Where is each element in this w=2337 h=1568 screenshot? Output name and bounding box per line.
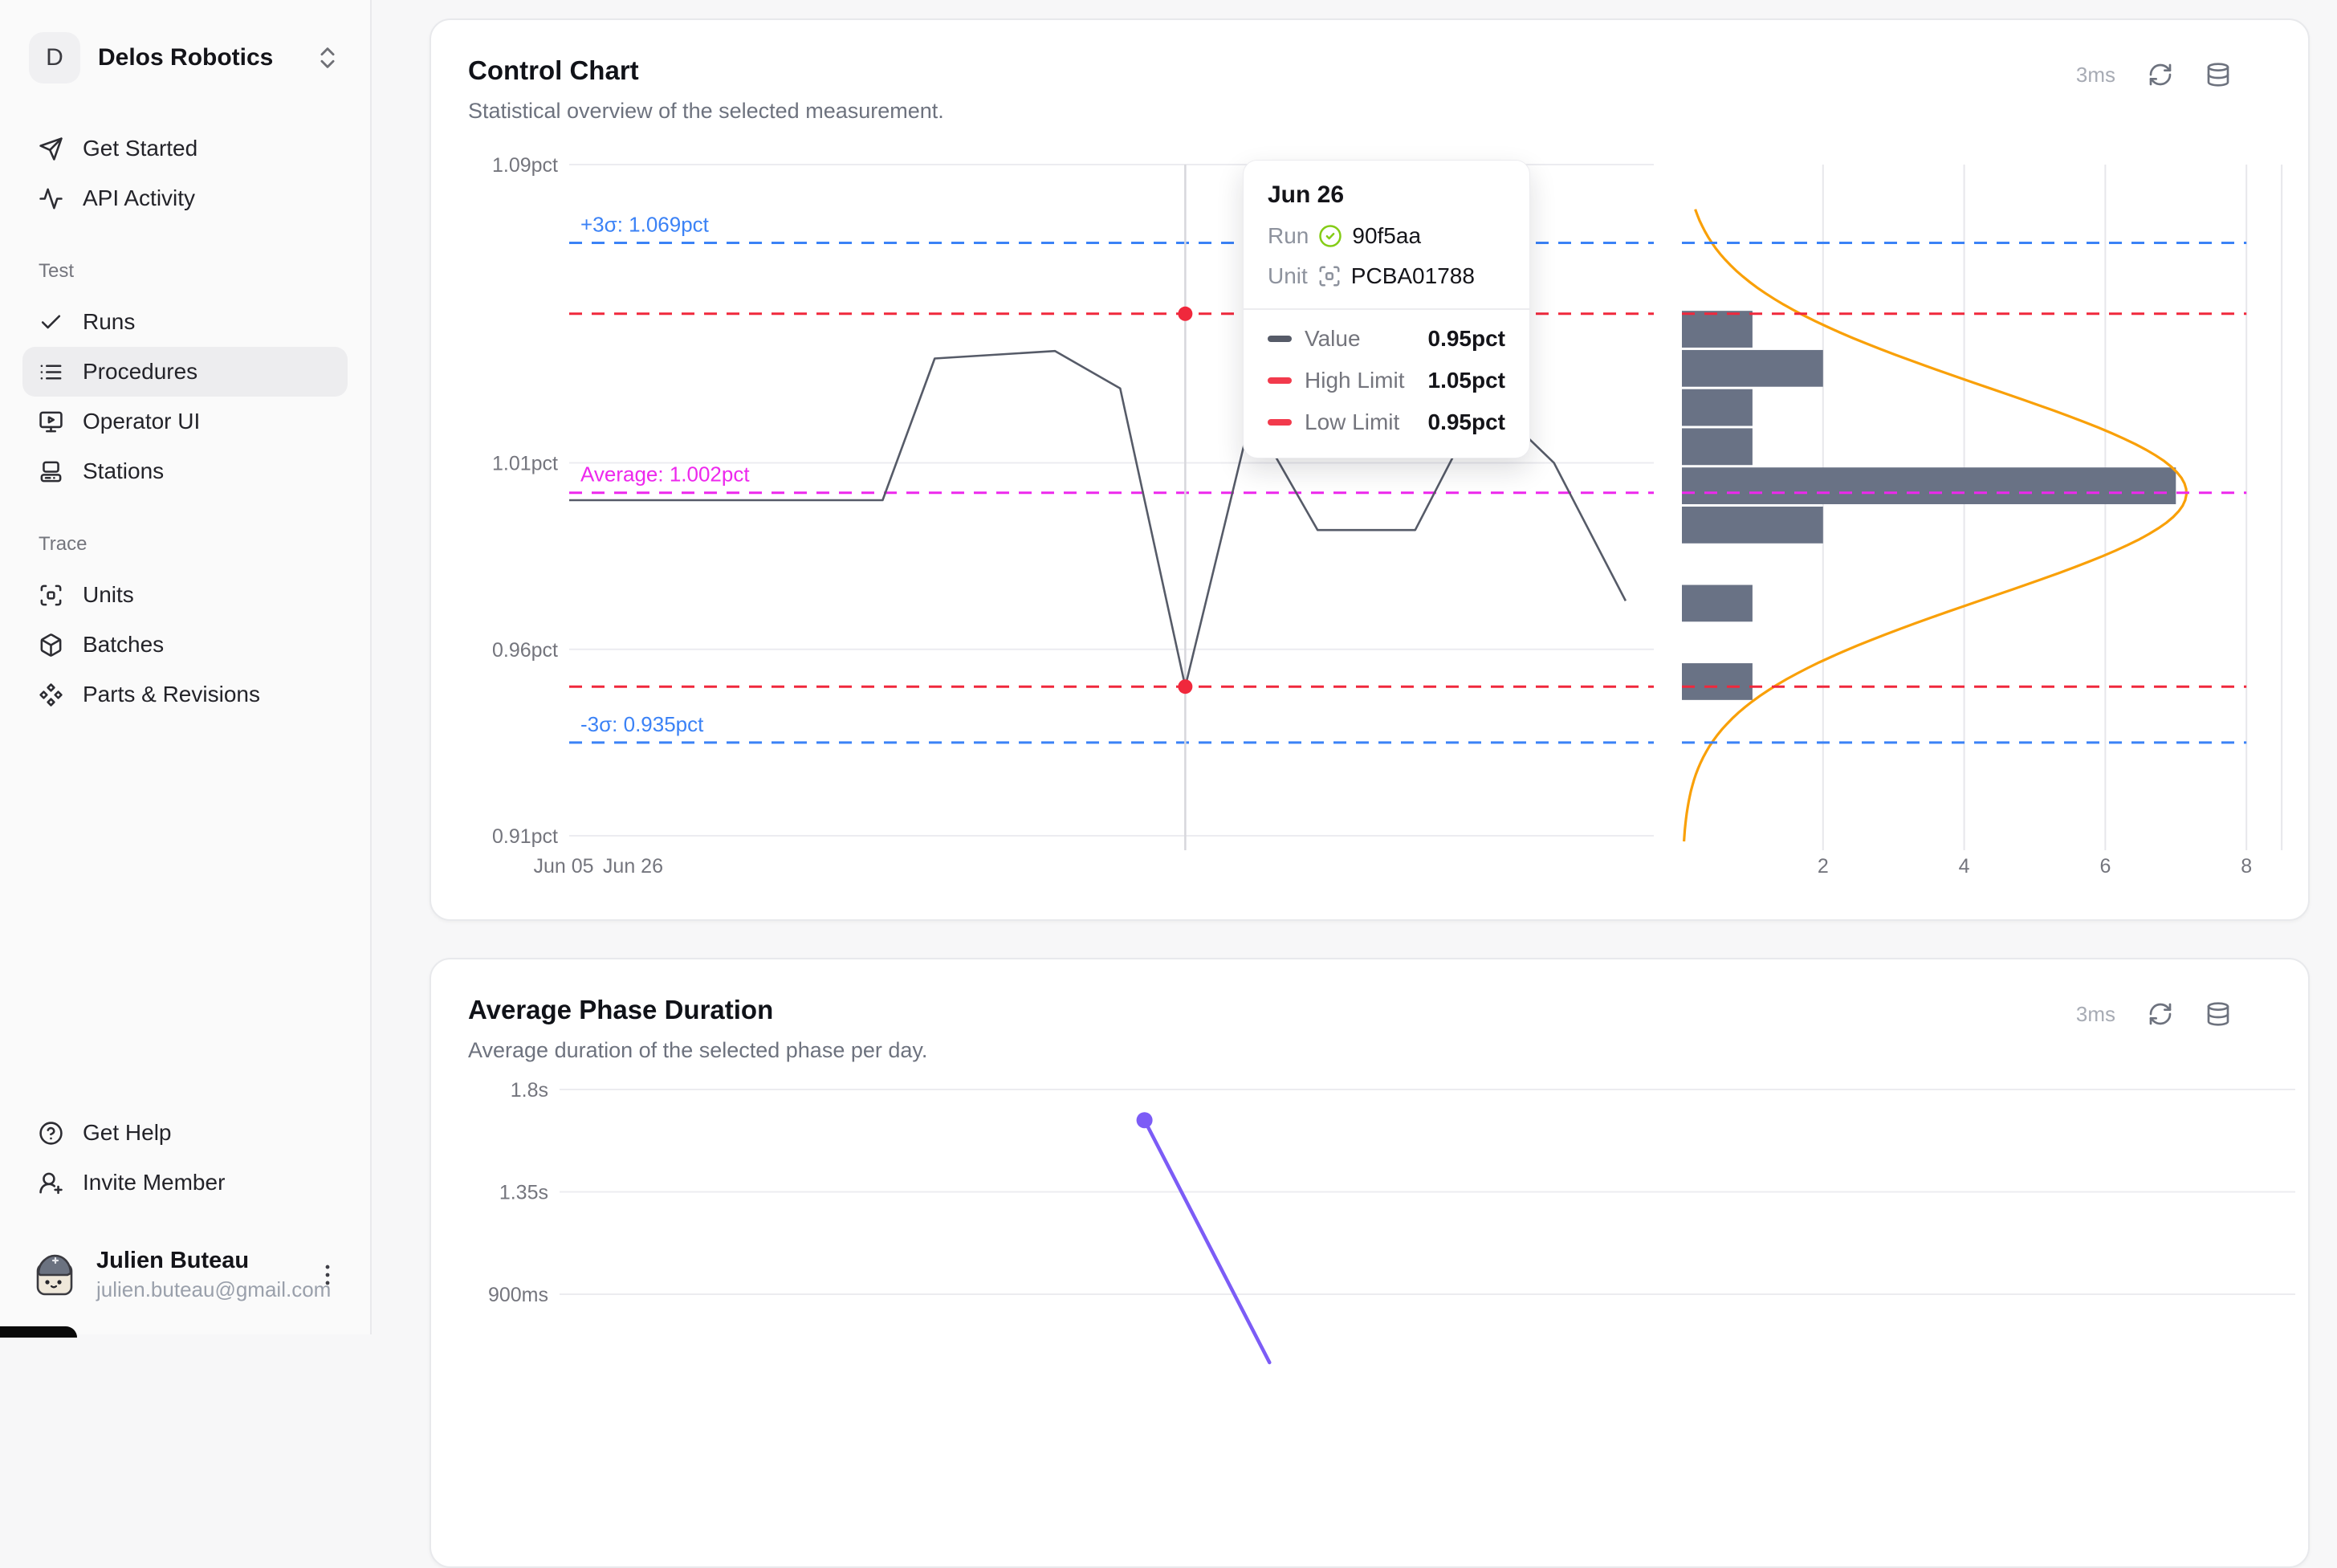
bottom-toast-corner [0,1326,77,1338]
workspace-name: Delos Robotics [98,44,296,71]
package-icon [39,633,63,658]
user-name: Julien Buteau [96,1248,298,1274]
histogram-bar [1682,428,1753,465]
scan-icon [39,583,63,608]
y-axis-tick-label: 1.09pct [492,154,558,177]
y-axis-tick-label: 0.96pct [492,639,558,662]
limit-line-label: +3σ: 1.069pct [580,213,710,237]
monitor-play-icon [39,409,63,434]
sidebar-item-label: Procedures [83,359,197,385]
sidebar-item-label: Invite Member [83,1170,225,1195]
sidebar-item-get-help[interactable]: Get Help [22,1108,348,1158]
tooltip-run-label: Run [1268,223,1309,249]
scan-icon [1317,264,1342,288]
tooltip-row-value: Value 0.95pct [1268,326,1505,352]
sidebar-nav: Get Started API Activity Test Runs Proced… [22,87,348,719]
sidebar-item-stations[interactable]: Stations [22,446,348,496]
user-email: julien.buteau@gmail.com [96,1277,298,1302]
sidebar-item-label: Get Started [83,136,197,161]
phase-duration-chart[interactable]: 1.8s 1.35s 900ms [431,959,2311,1566]
tooltip-date: Jun 26 [1268,181,1505,209]
chart-tooltip: Jun 26 Run 90f5aa Unit PCBA01788 Value 0… [1243,160,1530,458]
sidebar-item-label: Get Help [83,1120,172,1146]
tooltip-run-id: 90f5aa [1352,223,1421,249]
nav-section-label-test: Test [22,260,348,283]
control-chart-card: Control Chart Statistical overview of th… [430,18,2310,921]
sidebar-item-label: Parts & Revisions [83,682,260,707]
cursor-marker-dot [1178,307,1192,321]
tooltip-unit-id: PCBA01788 [1351,263,1475,289]
sidebar-item-runs[interactable]: Runs [22,297,348,347]
check-icon [39,310,63,335]
cursor-marker-dot [1178,679,1192,694]
histogram-bar [1682,507,1823,544]
sidebar-item-label: Units [83,582,134,608]
list-icon [39,360,63,385]
sidebar-item-get-started[interactable]: Get Started [22,124,348,173]
avatar [29,1249,80,1301]
sidebar-item-procedures[interactable]: Procedures [22,347,348,397]
tooltip-row-low-limit: Low Limit 0.95pct [1268,409,1505,435]
sidebar: D Delos Robotics Get Started API Activit… [0,0,372,1334]
histogram-bar [1682,467,2176,504]
sidebar-item-label: Stations [83,458,164,484]
histogram-bar [1682,350,1823,387]
workspace-avatar: D [29,32,80,83]
kebab-menu-icon[interactable] [314,1261,341,1289]
sidebar-item-api-activity[interactable]: API Activity [22,173,348,223]
histogram-bar [1682,389,1753,426]
y-axis-tick-label: 1.8s [511,1079,548,1102]
main-content: Control Chart Statistical overview of th… [373,0,2337,1334]
sidebar-item-label: Batches [83,632,164,658]
y-axis-tick-label: 0.91pct [492,825,558,848]
chevrons-up-down-icon[interactable] [314,44,341,71]
hist-x-tick-label: 8 [2241,855,2252,878]
sidebar-item-parts-revisions[interactable]: Parts & Revisions [22,670,348,719]
workspace-switcher[interactable]: D Delos Robotics [22,29,348,87]
hist-x-tick-label: 6 [2099,855,2111,878]
histogram-bar [1682,311,1753,348]
x-axis-tick-label: Jun 26 [603,855,663,878]
help-icon [39,1121,63,1146]
send-icon [39,136,63,161]
sidebar-footer: Get Help Invite Member Julien Buteau jul… [22,1108,348,1302]
limit-line-label: Average: 1.002pct [580,462,750,487]
control-chart[interactable]: 1.09pct 1.01pct 0.96pct 0.91pct 2 4 6 8 Jun 05 Ju… [431,20,2311,922]
histogram-bar [1682,585,1753,622]
tooltip-row-high-limit: High Limit 1.05pct [1268,368,1505,393]
nav-section-label-trace: Trace [22,533,348,556]
y-axis-tick-label: 900ms [488,1284,548,1306]
activity-icon [39,186,63,211]
phase-marker-dot [1137,1112,1153,1128]
user-menu[interactable]: Julien Buteau julien.buteau@gmail.com [22,1248,348,1302]
hist-x-tick-label: 2 [1818,855,1829,878]
user-plus-icon [39,1171,63,1195]
phase-series-line [1145,1120,1270,1362]
sidebar-item-label: API Activity [83,185,195,211]
check-circle-icon [1318,224,1342,248]
phase-duration-card: Average Phase Duration Average duration … [430,958,2310,1568]
y-axis-tick-label: 1.01pct [492,453,558,475]
sidebar-item-batches[interactable]: Batches [22,620,348,670]
station-icon [39,459,63,484]
hist-x-tick-label: 4 [1959,855,1970,878]
component-icon [39,682,63,707]
sidebar-item-operator-ui[interactable]: Operator UI [22,397,348,446]
limit-line-label: -3σ: 0.935pct [580,712,704,736]
sidebar-item-label: Runs [83,309,135,335]
histogram-bar [1682,663,1753,700]
sidebar-item-label: Operator UI [83,409,200,434]
y-axis-tick-label: 1.35s [499,1182,548,1204]
x-axis-tick-label: Jun 05 [533,855,593,878]
sidebar-item-units[interactable]: Units [22,570,348,620]
tooltip-unit-label: Unit [1268,263,1308,289]
sidebar-item-invite-member[interactable]: Invite Member [22,1158,348,1208]
